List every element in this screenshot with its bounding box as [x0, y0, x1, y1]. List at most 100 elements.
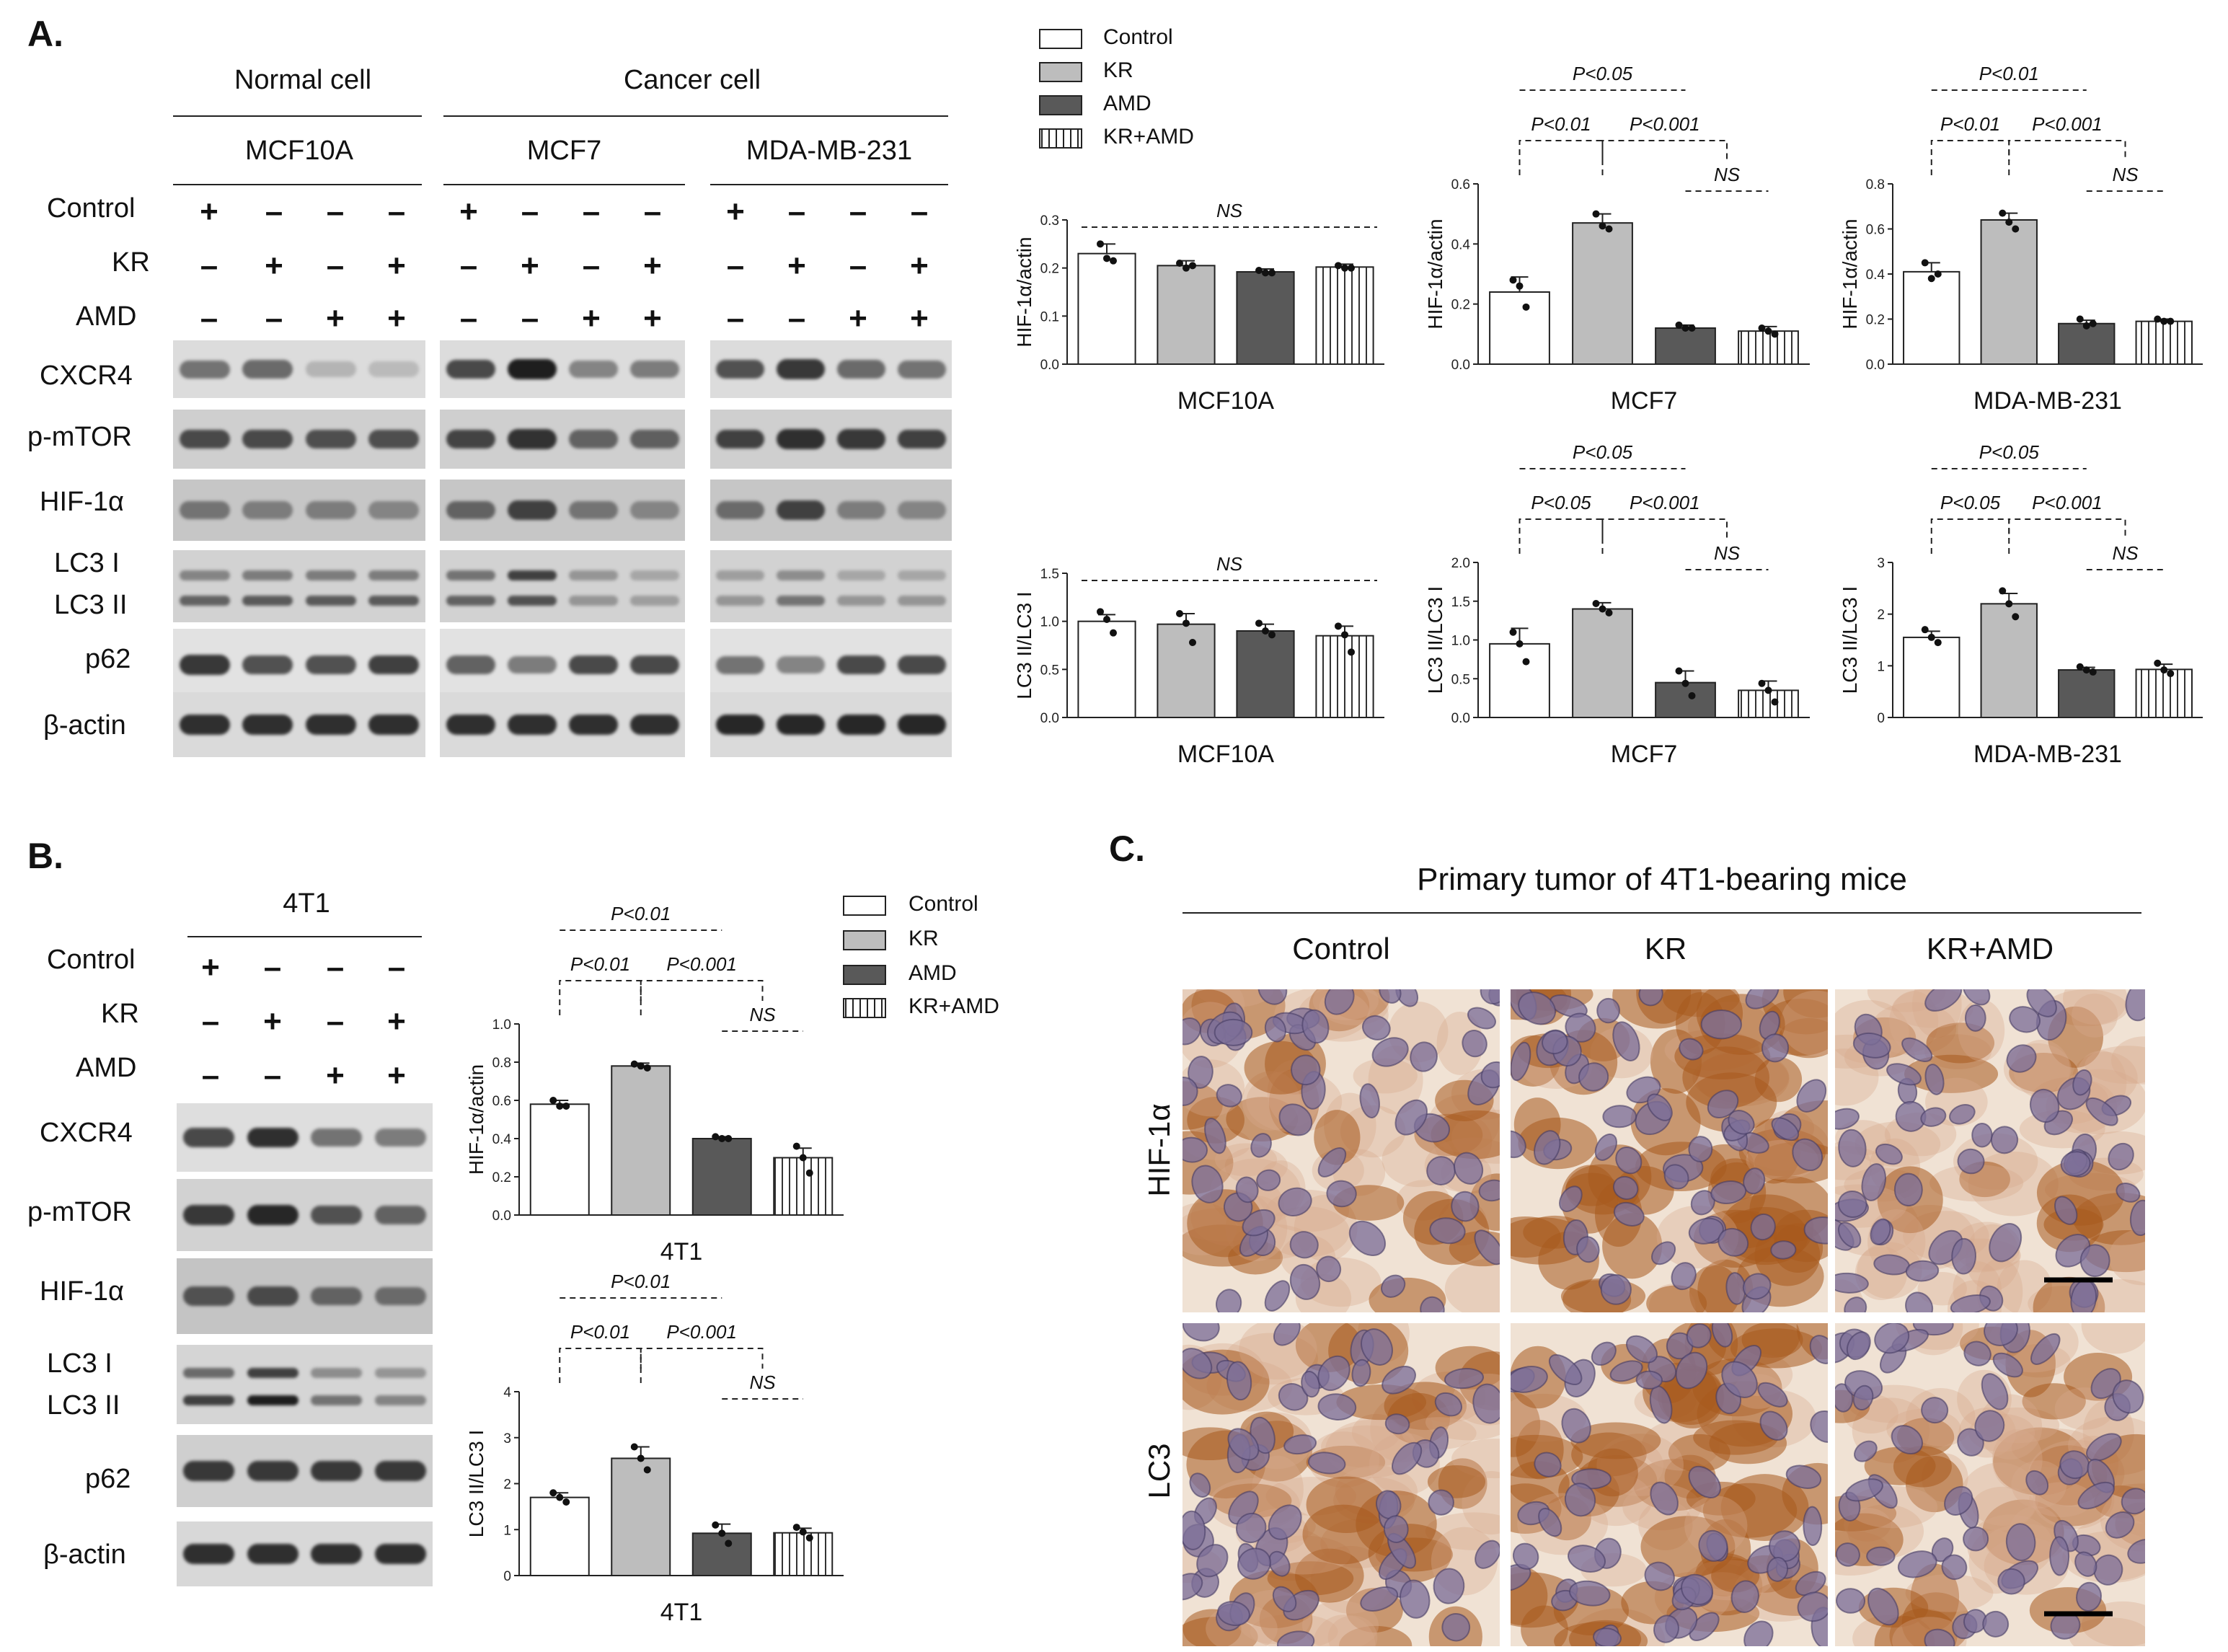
data-point [1522, 658, 1530, 666]
sig-label: NS [749, 1371, 776, 1393]
bar-Control [1077, 620, 1136, 718]
blot-a-row3-block2-band-2-0 [836, 570, 885, 580]
blot-b-row2-band-2 [311, 1286, 363, 1306]
nucleus [1924, 1064, 1945, 1095]
b-treat-label-amd: AMD [76, 1053, 137, 1083]
blot-b-row0 [177, 1103, 433, 1172]
nucleus [1548, 1353, 1583, 1385]
blot-a-row2-block2 [710, 480, 952, 541]
nucleus [1478, 1179, 1500, 1202]
nucleus [1803, 1506, 1823, 1546]
nucleus [2129, 1199, 2145, 1237]
nucleus [1771, 1117, 1800, 1141]
cytoplasm [1682, 1046, 1769, 1109]
blot-b-row0-band-3 [375, 1128, 427, 1147]
sig-label: NS [2112, 164, 2139, 185]
nucleus [1420, 1296, 1445, 1312]
nucleus [1845, 1478, 1883, 1502]
blot-a-row3-block1 [440, 550, 685, 622]
sig-bracket [640, 980, 764, 1015]
nucleus [1837, 1191, 1867, 1218]
a-mark-2-0-2: + [326, 301, 345, 336]
cytoplasm [1855, 1121, 1941, 1167]
blot-a-row5-block2-band-3 [897, 715, 946, 735]
b-blot-label-actin: β-actin [43, 1540, 126, 1570]
data-point [2154, 315, 2162, 323]
bar-KR [611, 1457, 671, 1576]
ihc-image-5 [1835, 1323, 2145, 1646]
nucleus [2105, 1511, 2135, 1539]
a-mark-1-0-0: – [200, 248, 218, 283]
bar-KR [1980, 603, 2038, 718]
nucleus [1453, 1152, 1484, 1185]
nucleus [1278, 1103, 1313, 1136]
blot-a-row0-block1-band-2 [568, 360, 618, 379]
y-tick-label: 0.4 [1451, 237, 1471, 252]
cytoplasm [1720, 1474, 1809, 1542]
blot-b-row3-band-0-0 [182, 1367, 234, 1378]
data-point [1262, 627, 1269, 635]
nucleus [2049, 1536, 2070, 1576]
nucleus [1897, 1550, 1937, 1578]
a-mark-0-1-2: – [582, 194, 601, 229]
data-point [630, 1443, 638, 1451]
nucleus [1803, 1216, 1828, 1245]
nucleus [1512, 1542, 1539, 1570]
nucleus [1257, 989, 1288, 1005]
nucleus [1675, 1351, 1708, 1390]
nucleus [1250, 1133, 1272, 1158]
blot-a-row4-block2-band-3 [897, 655, 946, 675]
data-point [1103, 255, 1110, 262]
nucleus [1757, 1382, 1788, 1408]
cytoplasm [1783, 989, 1828, 1018]
blot-b-row2-band-1 [247, 1286, 299, 1306]
sig-label: P<0.001 [1630, 113, 1700, 135]
nucleus [1410, 1041, 1438, 1072]
blot-a-row4-block0-band-1 [242, 655, 293, 675]
ihc-image-0 [1182, 989, 1500, 1312]
data-point [799, 1528, 807, 1536]
y-tick-label: 0 [1877, 711, 1885, 726]
blot-a-row2-block2-band-2 [836, 501, 885, 519]
nucleus [1870, 1218, 1891, 1245]
nucleus [1982, 1610, 2010, 1638]
nucleus [1688, 1217, 1724, 1245]
y-tick-label: 0.1 [1040, 309, 1059, 324]
a-mark-1-2-1: + [787, 248, 806, 283]
x-axis-label: MDA-MB-231 [1973, 387, 2122, 415]
data-point [1605, 225, 1613, 233]
nucleus [2079, 1244, 2110, 1278]
blot-a-row3-block1-band-3-1 [629, 596, 679, 606]
sig-label: P<0.05 [1531, 492, 1591, 513]
cytoplasm [1926, 1022, 1995, 1064]
line-rule-mcf7 [443, 184, 685, 185]
y-tick-label: 1 [503, 1523, 511, 1538]
data-point [1764, 327, 1772, 335]
legend-b-swatch-kr [843, 930, 886, 950]
b-mark-2-0-0: – [201, 1058, 220, 1093]
blot-b-row5-band-2 [311, 1544, 363, 1564]
nucleus [1264, 1280, 1291, 1312]
x-axis-label: 4T1 [660, 1599, 703, 1626]
nucleus [1949, 1104, 1976, 1125]
nucleus [1291, 1054, 1321, 1086]
blot-a-row1-block1-band-2 [568, 430, 618, 449]
data-point [1927, 633, 1935, 641]
legend-swatch-control [1039, 29, 1082, 49]
nucleus [1273, 1323, 1301, 1346]
nucleus [1700, 1009, 1742, 1040]
blot-b-row5-band-1 [247, 1544, 299, 1564]
bar-Control [1489, 291, 1550, 365]
blot-b-row5 [177, 1521, 433, 1586]
chart-b-lc3-4t1: 0 1 2 3 4 LC3 II/LC3 I 4T1 P<0.01 P<0.01 P<0.001 N… [465, 1271, 844, 1626]
cytoplasm [1778, 1017, 1828, 1059]
nucleus [1217, 1601, 1250, 1626]
data-point [1522, 303, 1530, 311]
blot-a-row3-block1-band-2-1 [568, 596, 618, 606]
y-tick-label: 0.2 [1866, 313, 1885, 328]
nucleus [1964, 1004, 1986, 1032]
blot-a-row3-block1-band-3-0 [629, 570, 679, 580]
data-point [1921, 626, 1929, 634]
nucleus [1268, 1504, 1302, 1540]
nucleus [1444, 1368, 1485, 1390]
